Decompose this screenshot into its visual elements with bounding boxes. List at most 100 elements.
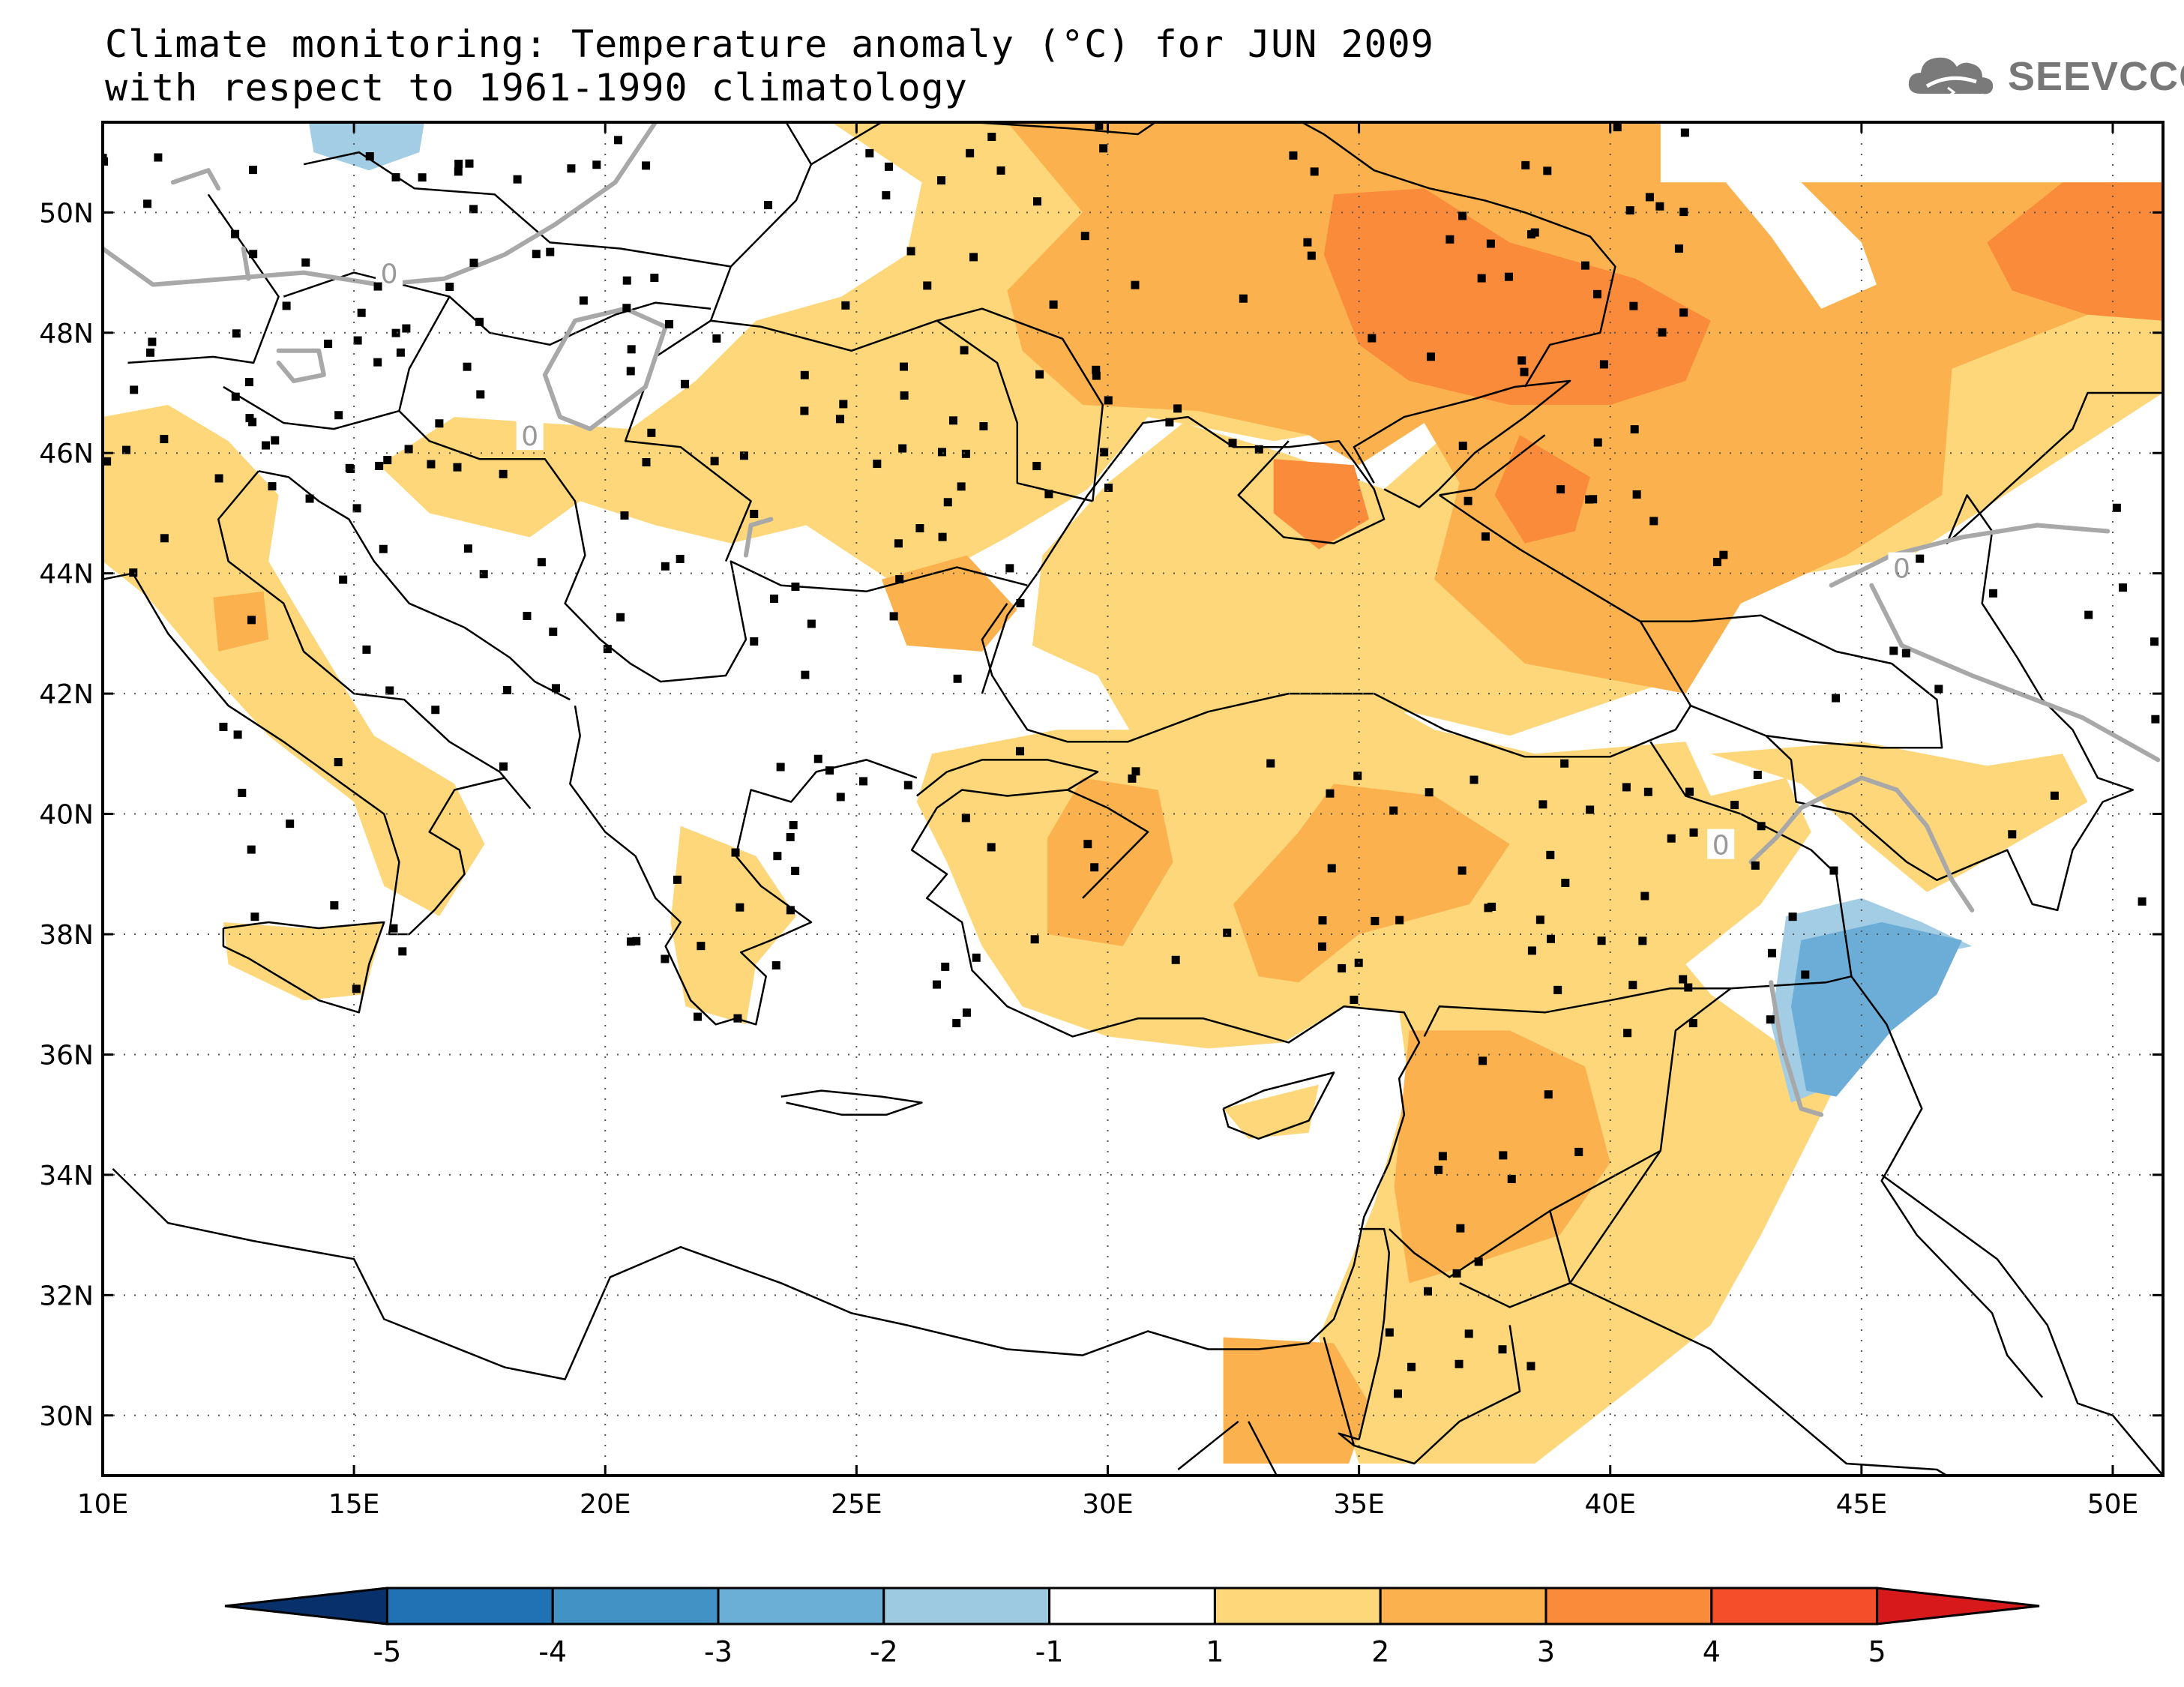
station-marker — [249, 166, 258, 175]
title-line-2: with respect to 1961-1990 climatology — [105, 66, 968, 109]
station-marker — [1393, 1389, 1402, 1398]
station-marker — [398, 947, 407, 956]
station-marker — [1553, 985, 1562, 994]
station-marker — [733, 1014, 742, 1023]
station-marker — [1526, 230, 1535, 239]
station-marker — [1458, 442, 1467, 451]
station-marker — [889, 612, 898, 621]
station-marker — [884, 162, 893, 171]
station-marker — [513, 175, 522, 184]
station-marker — [1015, 747, 1024, 756]
coastline-segment-26 — [1388, 987, 1732, 1284]
station-marker — [130, 385, 139, 394]
station-marker — [379, 544, 388, 553]
lat-tick-label: 38N — [39, 920, 94, 951]
station-marker — [1535, 915, 1544, 924]
station-marker — [383, 456, 392, 465]
station-marker — [900, 362, 909, 371]
station-marker — [244, 378, 253, 387]
colorbar-low-triangle — [224, 1587, 388, 1626]
coastline-segment-13 — [709, 122, 813, 322]
station-marker — [776, 763, 785, 772]
station-marker — [948, 416, 957, 425]
station-marker — [1638, 936, 1647, 945]
station-marker — [1228, 439, 1237, 448]
station-marker — [1504, 272, 1513, 281]
station-marker — [385, 686, 394, 695]
station-marker — [661, 562, 670, 571]
station-marker — [1934, 685, 1943, 694]
station-marker — [357, 308, 366, 317]
station-marker — [1165, 418, 1174, 427]
station-marker — [1685, 787, 1694, 796]
station-marker — [972, 953, 981, 962]
station-marker — [1630, 425, 1639, 434]
station-marker — [1832, 694, 1841, 703]
station-marker — [247, 616, 256, 625]
station-marker — [1266, 759, 1275, 768]
station-marker — [1592, 289, 1601, 298]
station-marker — [334, 757, 343, 766]
station-marker — [396, 348, 405, 357]
station-marker — [1030, 935, 1039, 944]
station-marker — [882, 190, 891, 199]
station-marker — [673, 875, 682, 884]
lat-tick-label: 40N — [39, 800, 94, 831]
station-marker — [906, 247, 915, 256]
station-marker — [1474, 1257, 1483, 1266]
coastline-segment-14 — [303, 151, 732, 268]
zero-contour-label: 0 — [381, 259, 398, 290]
station-marker — [813, 754, 822, 763]
station-marker — [915, 524, 924, 533]
anomaly-region-16 — [1494, 435, 1590, 544]
station-marker — [1538, 800, 1547, 809]
coastline-segment-5 — [103, 470, 531, 936]
station-marker — [1318, 916, 1327, 925]
station-marker — [966, 148, 975, 157]
cloud-icon — [1908, 57, 1994, 98]
coastline-segment-20 — [972, 122, 1158, 136]
station-marker — [1303, 238, 1312, 247]
station-marker — [681, 379, 690, 388]
colorbar-swatch — [1710, 1587, 1879, 1626]
colorbar-label: 3 — [1537, 1635, 1555, 1668]
coastline-segment-16 — [127, 193, 280, 364]
station-marker — [145, 348, 154, 357]
station-marker — [1389, 806, 1398, 815]
anomaly-region-4 — [223, 922, 385, 1001]
map-title: Climate monitoring: Temperature anomaly … — [105, 22, 1434, 109]
station-marker — [642, 458, 651, 467]
station-marker — [1679, 208, 1688, 217]
station-marker — [523, 611, 532, 620]
zero-contour-2 — [276, 348, 326, 383]
station-marker — [1457, 866, 1466, 875]
station-marker — [463, 362, 472, 371]
anomaly-region-21 — [1710, 152, 1877, 309]
station-marker — [103, 157, 109, 166]
station-marker — [549, 628, 558, 637]
station-marker — [1368, 334, 1377, 343]
station-marker — [1593, 438, 1602, 447]
coastline-segment-17 — [223, 271, 451, 430]
station-marker — [694, 1012, 703, 1021]
station-marker — [154, 153, 163, 162]
zero-contour-5 — [743, 517, 774, 558]
zero-contour-7 — [1869, 583, 2161, 763]
colorbar-swatch — [1379, 1587, 1547, 1626]
zero-contour-0 — [103, 122, 658, 287]
station-marker — [1446, 235, 1455, 244]
station-marker — [330, 900, 339, 909]
anomaly-region-2 — [1710, 742, 2088, 892]
station-marker — [1049, 300, 1058, 309]
anomaly-region-7 — [1007, 122, 2163, 694]
station-marker — [1520, 367, 1529, 376]
coastline-segment-23 — [1640, 614, 1943, 749]
station-marker — [143, 199, 152, 208]
station-marker — [836, 793, 845, 802]
station-marker — [1223, 928, 1232, 937]
station-marker — [1307, 251, 1316, 260]
station-marker — [479, 570, 488, 579]
coastline-segment-12 — [624, 319, 1093, 562]
map-frame — [101, 121, 2165, 1477]
anomaly-region-13 — [213, 591, 269, 652]
